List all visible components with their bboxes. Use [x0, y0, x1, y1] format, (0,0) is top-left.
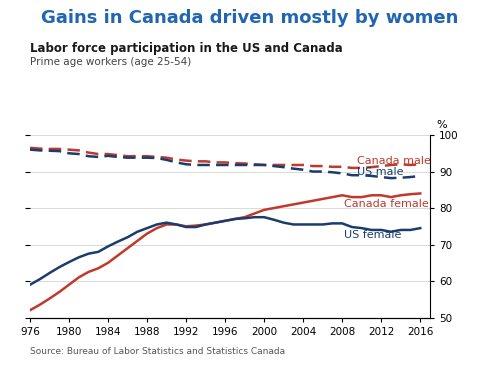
Text: Source: Bureau of Labor Statistics and Statistics Canada: Source: Bureau of Labor Statistics and S… — [30, 347, 285, 356]
Text: US female: US female — [344, 230, 402, 241]
Text: %: % — [436, 120, 446, 130]
Text: Canada male: Canada male — [357, 156, 430, 166]
Text: US male: US male — [357, 167, 404, 177]
Text: Prime age workers (age 25-54): Prime age workers (age 25-54) — [30, 57, 191, 66]
Text: Gains in Canada driven mostly by women: Gains in Canada driven mostly by women — [42, 9, 459, 27]
Text: Canada female: Canada female — [344, 199, 429, 209]
Text: Labor force participation in the US and Canada: Labor force participation in the US and … — [30, 42, 343, 55]
